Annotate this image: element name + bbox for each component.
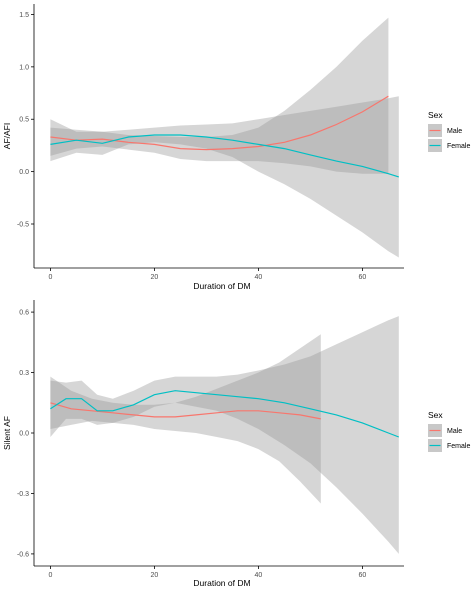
y-axis-title: Silent AF — [2, 416, 12, 450]
legend-label-male: Male — [447, 428, 462, 435]
ci-band-male — [50, 17, 389, 174]
x-tick-label: 60 — [359, 572, 367, 579]
ci-band-male — [50, 334, 321, 504]
x-tick-label: 0 — [48, 274, 52, 281]
chart-panel-2: -0.6 -0.3 0.0 0.3 0.6 0 20 40 60 Duration of DM Si… — [2, 300, 470, 588]
series-line-female — [50, 134, 399, 178]
x-tick-label: 0 — [48, 572, 52, 579]
y-tick-label: 0.6 — [19, 310, 29, 317]
y-axis-title: AF/AFI — [2, 123, 12, 149]
series-line-female — [50, 390, 400, 438]
legend: Sex Male Female — [428, 410, 470, 452]
series-line-male — [50, 95, 389, 151]
legend-label-female: Female — [447, 443, 470, 450]
legend-title: Sex — [428, 110, 443, 120]
x-tick-label: 60 — [359, 274, 367, 281]
ci-band-female — [50, 96, 399, 258]
y-tick-label: -0.6 — [17, 551, 29, 558]
x-axis-title: Duration of DM — [193, 281, 250, 291]
series-line-male — [50, 402, 321, 420]
x-tick-label: 20 — [151, 572, 159, 579]
y-tick-label: 0.3 — [19, 370, 29, 377]
legend-label-female: Female — [447, 143, 470, 150]
ci-band-female — [50, 316, 399, 554]
y-tick-label: 1.5 — [19, 12, 29, 19]
chart-panel-1: -0.5 0.0 0.5 1.0 1.5 0 20 40 60 Duration of DM AF/… — [2, 4, 470, 291]
y-tick-label: 0.0 — [19, 431, 29, 438]
legend: Sex Male Female — [428, 110, 470, 152]
x-tick-label: 20 — [151, 274, 159, 281]
legend-label-male: Male — [447, 128, 462, 135]
y-tick-label: 0.0 — [19, 169, 29, 176]
y-tick-label: -0.3 — [17, 491, 29, 498]
x-tick-label: 40 — [255, 274, 263, 281]
y-tick-label: -0.5 — [17, 222, 29, 229]
legend-title: Sex — [428, 410, 443, 420]
x-axis-title: Duration of DM — [193, 578, 250, 588]
y-tick-label: 1.0 — [19, 64, 29, 71]
x-tick-label: 40 — [255, 572, 263, 579]
y-tick-label: 0.5 — [19, 117, 29, 124]
